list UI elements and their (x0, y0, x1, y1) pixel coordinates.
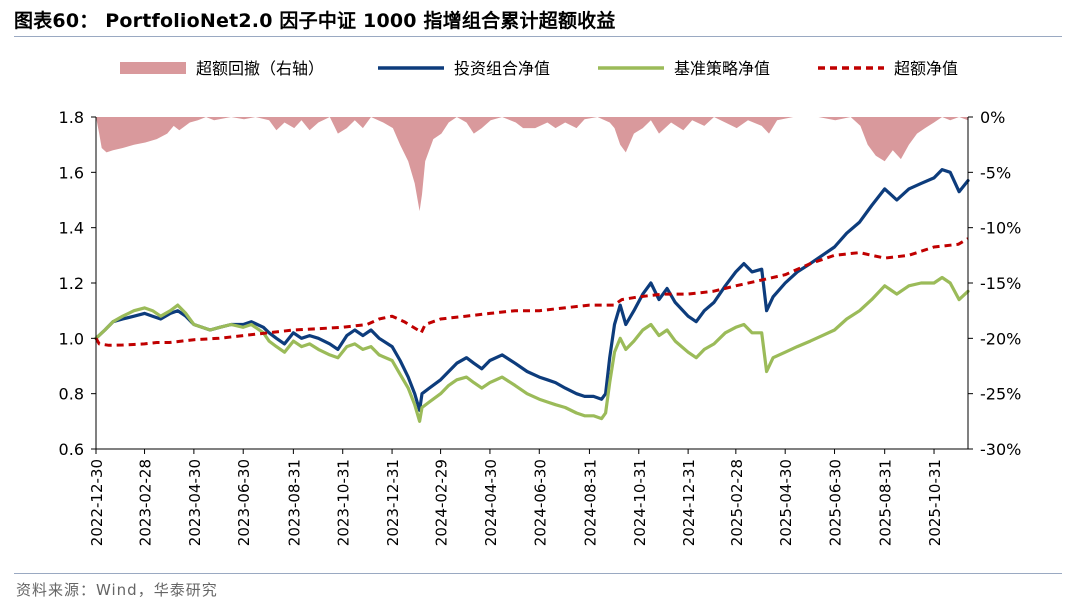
legend-swatch-drawdown (120, 62, 186, 74)
y-right-tick-label: -10% (980, 219, 1021, 238)
drawdown-area (96, 117, 968, 212)
legend-label: 基准策略净值 (674, 59, 770, 78)
y-left-tick-label: 1.2 (59, 274, 84, 293)
x-tick-label: 2025-02-28 (728, 459, 746, 546)
y-left-tick-label: 1.6 (59, 163, 84, 182)
legend: 超额回撤（右轴） 投资组合净值 基准策略净值 超额净值 (120, 59, 958, 78)
legend-label: 超额净值 (894, 59, 958, 78)
x-tick-label: 2025-10-31 (926, 459, 944, 546)
y-left-tick-label: 1.4 (59, 219, 84, 238)
y-left-tick-label: 0.6 (59, 440, 84, 459)
page-title: 图表60： PortfolioNet2.0 因子中证 1000 指增组合累计超额… (14, 10, 616, 32)
x-tick-label: 2023-02-28 (137, 459, 155, 546)
axes: 0.6 0.8 1.0 1.2 1.4 1.6 1.8 -30% -25% -20% -15% -10… (59, 108, 1022, 546)
y-right-tick-label: -20% (980, 329, 1021, 348)
y-right-tick-label: 0% (980, 108, 1005, 127)
x-tick-label: 2024-10-31 (631, 459, 649, 546)
series-line-2 (94, 275, 970, 423)
x-tick-label: 2022-12-30 (88, 459, 106, 546)
x-tick-label: 2024-02-29 (433, 459, 451, 546)
x-tick-label: 2023-12-31 (384, 459, 402, 546)
x-tick-label: 2024-12-31 (680, 459, 698, 546)
footer-divider (14, 573, 1062, 574)
y-right-tick-label: -25% (980, 385, 1021, 404)
x-tick-label: 2023-10-31 (335, 459, 353, 546)
x-tick-label: 2023-06-30 (235, 459, 253, 546)
x-tick-label: 2024-08-31 (581, 459, 599, 546)
y-right-tick-label: -15% (980, 274, 1021, 293)
x-tick-label: 2023-04-30 (186, 459, 204, 546)
y-left-tick-label: 1.8 (59, 108, 84, 127)
x-tick-label: 2023-08-31 (285, 459, 303, 546)
title-divider (14, 36, 1062, 37)
x-tick-label: 2025-08-31 (877, 459, 895, 546)
y-left-tick-label: 0.8 (59, 385, 84, 404)
series-line-1 (94, 168, 970, 412)
x-tick-label: 2024-04-30 (482, 459, 500, 546)
y-right-tick-label: -5% (980, 163, 1011, 182)
x-tick-label: 2025-06-30 (827, 459, 845, 546)
source-note: 资料来源：Wind，华泰研究 (16, 581, 218, 599)
x-tick-label: 2024-06-30 (531, 459, 549, 546)
legend-label: 投资组合净值 (454, 59, 550, 78)
series-line-3 (94, 237, 969, 347)
y-right-tick-label: -30% (980, 440, 1021, 459)
legend-label: 超额回撤（右轴） (196, 59, 324, 78)
x-tick-label: 2025-04-30 (777, 459, 795, 546)
y-left-tick-label: 1.0 (59, 329, 84, 348)
plot-area (94, 117, 970, 423)
